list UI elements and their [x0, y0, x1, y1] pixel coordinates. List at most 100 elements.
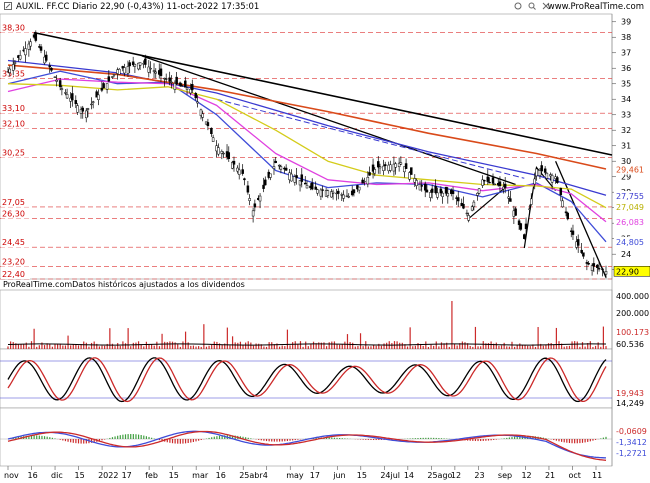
candle	[587, 262, 590, 265]
volume-bar	[500, 345, 503, 349]
candle	[601, 268, 604, 271]
candle	[566, 212, 570, 220]
macd-histogram-bar	[208, 437, 210, 439]
macd-histogram-bar	[289, 439, 291, 441]
x-tick-label: jun	[332, 471, 345, 480]
resize-icon[interactable]	[4, 2, 12, 10]
macd-histogram-bar	[245, 437, 247, 439]
macd-histogram-bar	[487, 439, 490, 441]
candle	[60, 88, 64, 90]
macd-histogram-bar	[171, 439, 174, 444]
candle	[467, 215, 470, 221]
panel-frame	[0, 13, 613, 280]
candle	[13, 61, 17, 64]
macd-histogram-bar	[93, 439, 95, 443]
value-tag: 29,461	[616, 166, 644, 175]
settings-icon[interactable]	[514, 2, 522, 10]
x-tick-label: 16	[216, 471, 226, 480]
macd-histogram-bar	[362, 439, 364, 440]
candle	[604, 271, 608, 275]
volume-bar	[265, 346, 268, 349]
candle	[295, 175, 298, 179]
volume-bar	[192, 345, 195, 349]
candle	[65, 94, 69, 99]
macd-histogram-bar	[177, 439, 179, 444]
volume-bar	[23, 344, 25, 349]
volume-bar	[508, 346, 510, 349]
zoom-icon[interactable]	[528, 2, 536, 10]
macd-histogram-bar	[474, 439, 477, 442]
macd-histogram-bar	[122, 434, 124, 439]
volume-bar	[164, 341, 166, 349]
candle	[71, 93, 74, 101]
close-icon[interactable]	[542, 2, 550, 10]
macd-histogram-bar	[182, 439, 184, 444]
volume-bar	[516, 345, 518, 349]
volume-bar	[474, 326, 477, 349]
macd-histogram-bar	[568, 439, 571, 444]
macd-histogram-bar	[490, 439, 492, 441]
volume-bar	[224, 343, 226, 349]
volume-bar	[323, 342, 325, 349]
macd-histogram-bar	[187, 439, 189, 444]
volume-bar	[451, 301, 453, 349]
volume-bar	[54, 344, 56, 349]
macd-histogram-bar	[216, 436, 218, 439]
trend-line	[554, 160, 607, 278]
macd-histogram-bar	[576, 439, 578, 444]
volume-bar	[205, 346, 208, 349]
x-tick-label: 2022	[98, 471, 118, 480]
value-tag-bg	[614, 164, 650, 175]
volume-bar	[33, 328, 35, 349]
volume-bar	[234, 342, 236, 349]
candle	[100, 87, 104, 91]
candle	[206, 122, 210, 127]
stoch-d-line	[7, 357, 607, 403]
volume-bar	[41, 342, 43, 349]
candle	[446, 193, 450, 197]
volume-bar	[339, 344, 341, 349]
x-tick-label: may	[286, 471, 304, 480]
volume-bar	[331, 341, 333, 349]
candle	[253, 203, 257, 208]
volume-bar	[336, 344, 338, 349]
candle	[147, 66, 151, 73]
candle	[269, 173, 272, 178]
y-tick-label: 38	[621, 33, 631, 42]
macd-histogram-bar	[422, 437, 424, 439]
candle	[383, 164, 387, 167]
macd-histogram-bar	[174, 439, 176, 444]
macd-histogram-bar	[184, 439, 187, 444]
stoch-k-line	[7, 357, 607, 403]
volume-bar	[169, 341, 171, 349]
candle	[319, 189, 323, 197]
volume-bar	[579, 346, 581, 349]
volume-bar	[75, 344, 77, 349]
site-url[interactable]: www.ProRealTime.com	[547, 2, 644, 12]
volume-bar	[414, 345, 416, 349]
volume-bar	[477, 346, 479, 349]
candle	[29, 41, 32, 47]
volume-bar	[446, 342, 448, 349]
volume-bar	[587, 343, 589, 349]
volume-bar	[422, 345, 424, 349]
macd-histogram-bar	[284, 439, 286, 442]
candle	[585, 262, 589, 264]
candle	[523, 234, 526, 239]
macd-histogram-bar	[370, 439, 372, 440]
volume-bar	[281, 345, 283, 349]
macd-histogram-bar	[485, 439, 487, 441]
macd-histogram-bar	[260, 439, 262, 441]
x-tick-label: oct	[568, 471, 580, 480]
candle	[423, 183, 427, 191]
candle	[284, 167, 288, 171]
volume-bar	[584, 346, 586, 349]
macd-histogram-bar	[493, 439, 495, 440]
macd-histogram-bar	[558, 439, 560, 442]
macd-histogram-bar	[581, 439, 584, 443]
volume-bar	[158, 346, 161, 349]
candle	[210, 127, 213, 135]
candle	[434, 185, 437, 193]
candle	[105, 83, 109, 90]
